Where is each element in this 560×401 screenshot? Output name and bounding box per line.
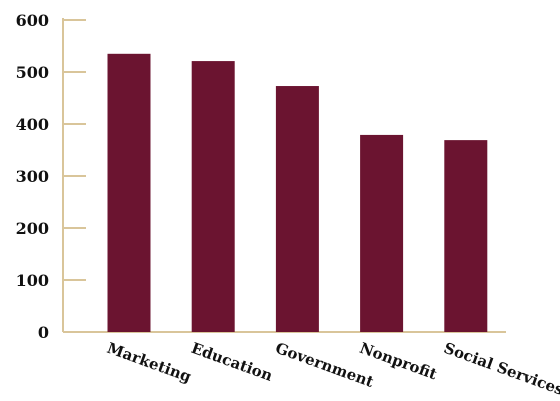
- bars: [107, 53, 488, 333]
- y-tick-label: 100: [16, 271, 49, 290]
- bar-government: [275, 86, 319, 332]
- x-tick-label: Education: [189, 339, 275, 385]
- y-tick-label: 0: [38, 323, 49, 342]
- y-tick-label: 400: [16, 115, 49, 134]
- bar-education: [191, 61, 235, 332]
- y-axis: [62, 18, 86, 333]
- y-tick-label: 600: [16, 11, 49, 30]
- x-tick-label: Social Services: [441, 339, 560, 396]
- bar-nonprofit: [360, 134, 404, 332]
- y-tick-label: 300: [16, 167, 49, 186]
- bar-social-services: [444, 140, 488, 332]
- y-tick-label: 200: [16, 219, 49, 238]
- y-tick-labels: 0 100 200 300 400 500 600: [16, 11, 49, 342]
- bar-marketing: [107, 53, 151, 333]
- x-tick-label: Marketing: [105, 339, 195, 386]
- y-tick-label: 500: [16, 63, 49, 82]
